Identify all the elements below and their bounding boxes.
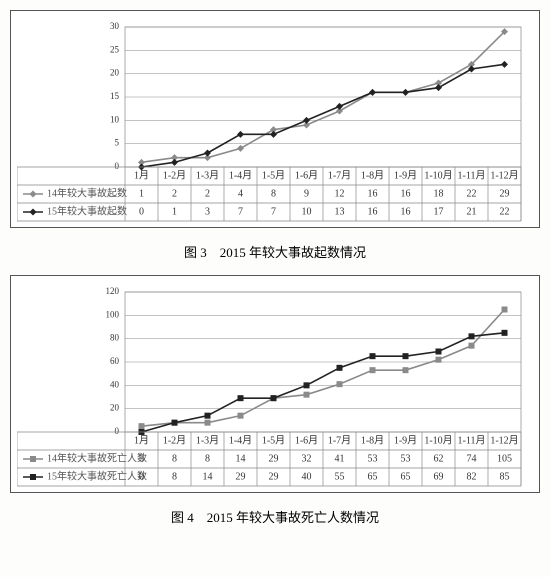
svg-text:41: 41 [335, 453, 345, 464]
svg-text:55: 55 [335, 471, 345, 482]
svg-text:2: 2 [172, 188, 177, 199]
svg-text:16: 16 [368, 188, 378, 199]
svg-text:1-7月: 1-7月 [328, 434, 351, 446]
svg-text:25: 25 [110, 44, 120, 54]
svg-text:15: 15 [110, 91, 120, 101]
figure-4-block: 0204060801001201月1-2月1-3月1-4月1-5月1-6月1-7… [10, 275, 540, 493]
svg-text:65: 65 [368, 471, 378, 482]
svg-text:20: 20 [110, 68, 120, 78]
svg-text:10: 10 [302, 206, 312, 217]
svg-text:16: 16 [401, 206, 411, 217]
svg-text:1-4月: 1-4月 [229, 169, 252, 181]
svg-text:7: 7 [271, 206, 276, 217]
svg-text:29: 29 [269, 471, 279, 482]
figure-3-caption: 图 3 2015 年较大事故起数情况 [10, 242, 540, 261]
svg-text:1月: 1月 [134, 169, 149, 181]
svg-text:1-11月: 1-11月 [458, 169, 486, 181]
svg-text:40: 40 [302, 471, 312, 482]
svg-text:0: 0 [139, 206, 144, 217]
svg-text:15年较大事故死亡人数: 15年较大事故死亡人数 [47, 469, 147, 482]
svg-text:4: 4 [238, 188, 243, 199]
svg-text:1-12月: 1-12月 [490, 169, 518, 181]
svg-text:5: 5 [115, 138, 120, 148]
svg-text:29: 29 [500, 188, 510, 199]
svg-text:1-2月: 1-2月 [163, 434, 186, 446]
svg-text:9: 9 [304, 188, 309, 199]
svg-text:8: 8 [271, 188, 276, 199]
svg-text:85: 85 [500, 471, 510, 482]
svg-text:29: 29 [236, 471, 246, 482]
svg-text:120: 120 [106, 286, 120, 296]
svg-text:69: 69 [434, 471, 444, 482]
svg-text:62: 62 [434, 453, 444, 464]
svg-text:1: 1 [139, 188, 144, 199]
svg-text:1-5月: 1-5月 [262, 434, 285, 446]
svg-text:0: 0 [115, 426, 120, 436]
svg-text:1-9月: 1-9月 [394, 169, 417, 181]
svg-text:16: 16 [368, 206, 378, 217]
svg-text:20: 20 [110, 403, 120, 413]
svg-text:53: 53 [368, 453, 378, 464]
svg-text:15年较大事故起数: 15年较大事故起数 [47, 204, 127, 217]
svg-text:17: 17 [434, 206, 444, 217]
svg-text:1-8月: 1-8月 [361, 169, 384, 181]
svg-text:1-5月: 1-5月 [262, 169, 285, 181]
svg-text:1-6月: 1-6月 [295, 169, 318, 181]
svg-text:0: 0 [139, 471, 144, 482]
svg-text:3: 3 [205, 206, 210, 217]
svg-text:1-3月: 1-3月 [196, 169, 219, 181]
svg-text:105: 105 [497, 453, 512, 464]
svg-text:1-8月: 1-8月 [361, 434, 384, 446]
svg-text:8: 8 [172, 471, 177, 482]
figure-4-caption: 图 4 2015 年较大事故死亡人数情况 [10, 507, 540, 526]
svg-text:30: 30 [110, 21, 120, 31]
svg-text:1月: 1月 [134, 434, 149, 446]
svg-text:1-11月: 1-11月 [458, 434, 486, 446]
svg-text:18: 18 [434, 188, 444, 199]
svg-text:1: 1 [172, 206, 177, 217]
svg-text:53: 53 [401, 453, 411, 464]
svg-text:1-4月: 1-4月 [229, 434, 252, 446]
svg-text:7: 7 [238, 206, 243, 217]
svg-text:65: 65 [401, 471, 411, 482]
svg-text:100: 100 [106, 309, 120, 319]
svg-text:22: 22 [467, 188, 477, 199]
svg-text:13: 13 [335, 206, 345, 217]
svg-text:1-2月: 1-2月 [163, 169, 186, 181]
svg-text:12: 12 [335, 188, 345, 199]
svg-text:74: 74 [467, 453, 477, 464]
svg-text:1-12月: 1-12月 [490, 434, 518, 446]
svg-text:40: 40 [110, 379, 120, 389]
chart-3: 0510152025301月1-2月1-3月1-4月1-5月1-6月1-7月1-… [17, 19, 537, 223]
svg-text:80: 80 [110, 333, 120, 343]
svg-text:8: 8 [205, 453, 210, 464]
svg-text:10: 10 [110, 114, 120, 124]
svg-text:60: 60 [110, 356, 120, 366]
chart-4: 0204060801001201月1-2月1-3月1-4月1-5月1-6月1-7… [17, 284, 537, 488]
svg-text:16: 16 [401, 188, 411, 199]
svg-text:22: 22 [500, 206, 510, 217]
svg-text:2: 2 [205, 188, 210, 199]
svg-text:32: 32 [302, 453, 312, 464]
svg-text:1-10月: 1-10月 [424, 169, 452, 181]
svg-text:1-10月: 1-10月 [424, 434, 452, 446]
svg-text:1-3月: 1-3月 [196, 434, 219, 446]
svg-text:0: 0 [115, 161, 120, 171]
svg-text:1-9月: 1-9月 [394, 434, 417, 446]
svg-text:14年较大事故起数: 14年较大事故起数 [47, 186, 127, 199]
svg-text:14年较大事故死亡人数: 14年较大事故死亡人数 [47, 451, 147, 464]
svg-text:29: 29 [269, 453, 279, 464]
svg-text:14: 14 [236, 453, 246, 464]
svg-text:8: 8 [172, 453, 177, 464]
svg-text:1-7月: 1-7月 [328, 169, 351, 181]
svg-text:5: 5 [139, 453, 144, 464]
figure-3-block: 0510152025301月1-2月1-3月1-4月1-5月1-6月1-7月1-… [10, 10, 540, 228]
svg-text:21: 21 [467, 206, 477, 217]
svg-text:14: 14 [203, 471, 213, 482]
svg-text:82: 82 [467, 471, 477, 482]
svg-text:1-6月: 1-6月 [295, 434, 318, 446]
